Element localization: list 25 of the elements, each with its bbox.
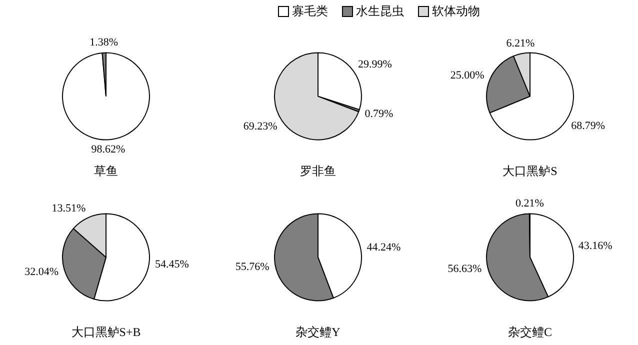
text: 罗非鱼 bbox=[300, 164, 336, 178]
text: 杂交鳢Y bbox=[296, 324, 341, 339]
data-label: 98.62% bbox=[91, 144, 126, 156]
data-label: 44.24% bbox=[366, 242, 401, 254]
text: 大口黑鲈S+B bbox=[71, 324, 141, 339]
data-label: 25.00% bbox=[450, 70, 484, 82]
data-label: 68.79% bbox=[571, 120, 606, 132]
data-label: 29.99% bbox=[358, 58, 392, 71]
text: 草鱼 bbox=[94, 164, 118, 178]
data-label: 55.76% bbox=[235, 260, 270, 273]
legend-label: 寡毛类 bbox=[292, 2, 328, 20]
data-label: 0.21% bbox=[515, 198, 544, 210]
data-label: 32.04% bbox=[24, 266, 58, 278]
legend-label: 软体动物 bbox=[432, 2, 480, 20]
legend-label: 水生昆虫 bbox=[356, 2, 404, 20]
data-label: 0.79% bbox=[364, 108, 394, 120]
data-label: 6.21% bbox=[506, 38, 535, 50]
data-label: 54.45% bbox=[155, 258, 189, 271]
text: 大口黑鲈S bbox=[502, 164, 558, 178]
data-label: 13.51% bbox=[52, 202, 86, 214]
data-label: 1.38% bbox=[90, 36, 118, 49]
data-label: 43.16% bbox=[578, 240, 612, 252]
text: 杂交鳢C bbox=[508, 324, 552, 339]
data-label: 56.63% bbox=[448, 262, 482, 275]
data-label: 69.23% bbox=[243, 120, 278, 133]
